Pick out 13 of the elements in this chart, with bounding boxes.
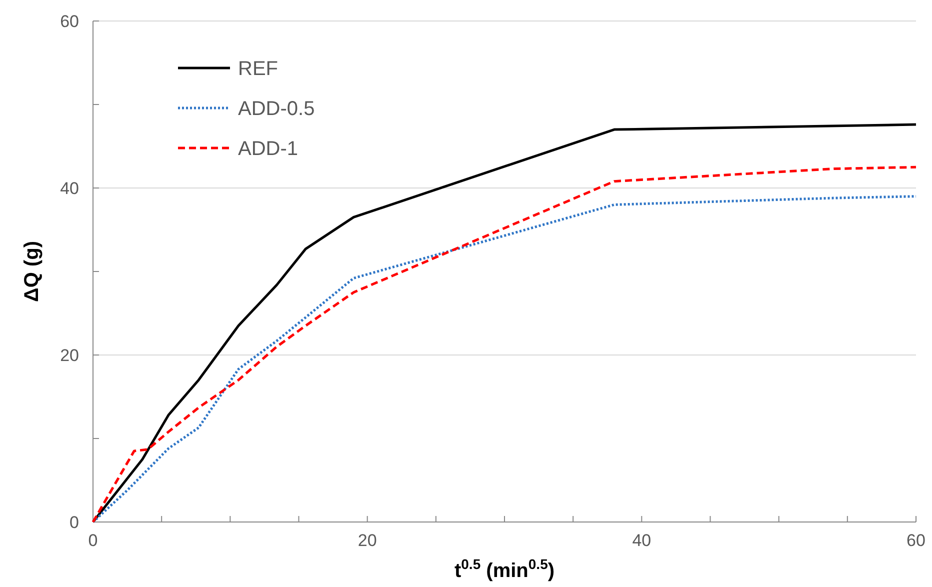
y-tick-label: 0: [70, 513, 79, 532]
x-tick-label: 0: [88, 531, 98, 550]
y-axis-title: ΔQ (g): [21, 240, 43, 302]
x-tick-label: 60: [906, 531, 926, 550]
legend-label: ADD-1: [238, 138, 298, 160]
legend-label: REF: [238, 58, 278, 80]
y-tick-label: 20: [60, 346, 79, 365]
y-tick-label: 60: [60, 12, 79, 31]
x-tick-label: 20: [358, 531, 377, 550]
legend-label: ADD-0.5: [238, 98, 315, 120]
x-axis-title: t$^{0.5}$ (min$^{0.5}$): [454, 556, 555, 582]
x-tick-label: 40: [632, 531, 652, 550]
y-tick-label: 40: [60, 179, 79, 198]
